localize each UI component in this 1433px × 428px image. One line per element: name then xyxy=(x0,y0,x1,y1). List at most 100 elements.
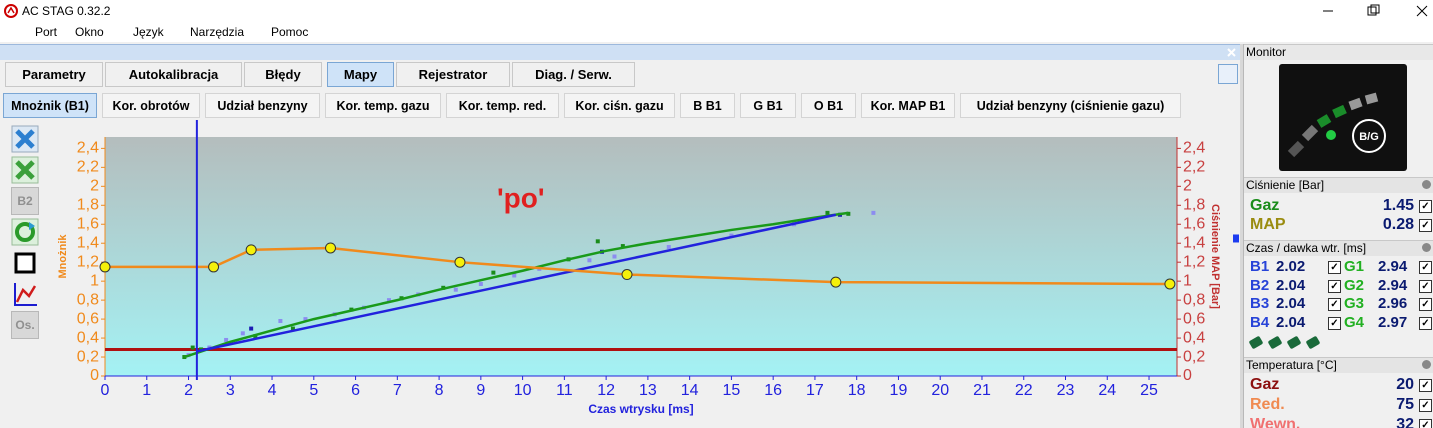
section-toggle[interactable] xyxy=(1422,360,1431,369)
section-header: Temperatura [°C] xyxy=(1244,357,1433,373)
y-tick-label: 1,2 xyxy=(77,253,99,270)
data-point xyxy=(453,287,458,292)
subtab[interactable]: Udział benzyny xyxy=(205,93,320,118)
checkbox[interactable]: ✓ xyxy=(1328,279,1341,293)
frame-button[interactable] xyxy=(11,249,39,277)
subtab[interactable]: Kor. temp. red. xyxy=(446,93,559,118)
data-point xyxy=(478,282,483,287)
y2-tick-label: 1,2 xyxy=(1183,253,1205,270)
x-tick-label: 2 xyxy=(184,382,193,399)
subtab[interactable]: Kor. temp. gazu xyxy=(325,93,441,118)
refresh-button[interactable] xyxy=(11,218,39,246)
x-tick-label: 25 xyxy=(1140,382,1158,399)
app-icon xyxy=(4,4,18,18)
title-bar: AC STAG 0.32.2 xyxy=(0,0,1433,22)
y2-tick-label: 0,2 xyxy=(1183,348,1205,365)
line-marker xyxy=(1164,278,1176,290)
pressure-indicator xyxy=(1233,234,1239,243)
y2-tick-label: 2 xyxy=(1183,178,1192,195)
y2-tick-label: 0,4 xyxy=(1183,329,1205,346)
pressure-label: MAP xyxy=(1250,216,1286,233)
injector-icon xyxy=(1305,335,1321,350)
data-point xyxy=(825,210,830,215)
x-tick-label: 23 xyxy=(1057,382,1075,399)
tab[interactable]: Parametry xyxy=(5,62,103,87)
data-point xyxy=(871,210,876,215)
close-button[interactable] xyxy=(1226,47,1237,58)
menu-item[interactable]: Narzędzia xyxy=(190,25,245,39)
monitor-title: Monitor xyxy=(1244,44,1433,60)
subtab[interactable]: B B1 xyxy=(680,93,735,118)
checkbox[interactable]: ✓ xyxy=(1419,419,1432,428)
injection-row: B2 2.04 ✓ G2 2.94 ✓ xyxy=(1248,277,1432,296)
x-tick-label: 1 xyxy=(142,382,151,399)
temperature-label: Wewn. xyxy=(1250,416,1301,428)
x-tick-label: 24 xyxy=(1098,382,1116,399)
checkbox[interactable]: ✓ xyxy=(1328,261,1341,274)
checkbox[interactable]: ✓ xyxy=(1419,219,1432,232)
subtab[interactable]: Mnożnik (B1) xyxy=(3,93,97,118)
line xyxy=(183,211,849,359)
curve-button[interactable] xyxy=(11,280,39,308)
checkbox[interactable]: ✓ xyxy=(1328,298,1341,311)
bank-button[interactable]: B2 xyxy=(11,187,39,215)
menu-item[interactable]: Pomoc xyxy=(271,25,309,39)
pressure-row: MAP 0.28 ✓ xyxy=(1248,216,1432,235)
y2-tick-label: 2,2 xyxy=(1183,159,1205,176)
x-tick-label: 11 xyxy=(556,382,573,399)
x-tick-label: 9 xyxy=(476,382,485,399)
checkbox[interactable]: ✓ xyxy=(1419,279,1432,293)
checkbox[interactable]: ✓ xyxy=(1328,316,1341,330)
tab[interactable]: Autokalibracja xyxy=(105,62,242,87)
checkbox[interactable]: ✓ xyxy=(1419,261,1432,274)
line-marker xyxy=(99,261,111,273)
gauge-label: B/G xyxy=(1359,131,1379,143)
line-marker xyxy=(325,242,337,254)
delete-all-button[interactable] xyxy=(11,125,39,153)
bank-label: B2 xyxy=(1250,276,1270,294)
delete-button[interactable] xyxy=(11,156,39,184)
x-tick-label: 13 xyxy=(639,382,657,399)
temperature-value: 32 xyxy=(1396,416,1414,428)
axis-button[interactable]: Os. xyxy=(11,311,39,339)
settings-icon[interactable] xyxy=(1218,64,1238,84)
tab[interactable]: Rejestrator xyxy=(396,62,510,87)
data-point xyxy=(303,317,308,322)
tab[interactable]: Diag. / Serw. xyxy=(512,62,635,87)
menu-item[interactable]: Język xyxy=(133,25,164,39)
bank-label: B1 xyxy=(1250,258,1270,275)
checkbox[interactable]: ✓ xyxy=(1419,316,1432,330)
checkbox[interactable]: ✓ xyxy=(1419,298,1432,311)
menu-item[interactable]: Port xyxy=(35,25,58,39)
subtab[interactable]: Kor. obrotów xyxy=(102,93,200,118)
window-title: AC STAG 0.32.2 xyxy=(22,4,111,18)
y2-axis-label: Ciśnienie MAP [Bar] xyxy=(1209,204,1221,309)
tab[interactable]: Mapy xyxy=(327,62,394,87)
gas-label: G1 xyxy=(1344,258,1365,275)
menu-item[interactable]: Okno xyxy=(75,25,104,39)
gas-value: 2.94 xyxy=(1378,258,1408,275)
checkbox[interactable]: ✓ xyxy=(1419,379,1432,392)
checkbox[interactable]: ✓ xyxy=(1419,399,1432,412)
section-toggle[interactable] xyxy=(1422,180,1431,189)
monitor-panel: Monitor B/G Ciśnienie [Bar] Gaz 1.45 ✓ MAP 0.… xyxy=(1243,44,1433,428)
subtab[interactable]: G B1 xyxy=(740,93,796,118)
temperature-label: Gaz xyxy=(1250,376,1280,393)
data-point xyxy=(612,254,617,259)
tab[interactable]: Błędy xyxy=(244,62,322,87)
window-controls[interactable] xyxy=(1310,0,1433,22)
subtab[interactable]: O B1 xyxy=(801,93,856,118)
subtab[interactable]: Kor. MAP B1 xyxy=(861,93,955,118)
checkbox[interactable]: ✓ xyxy=(1419,200,1432,213)
y-tick-label: 0,8 xyxy=(77,291,99,308)
bank-label: B4 xyxy=(1250,313,1270,331)
data-point xyxy=(729,233,734,238)
subtab[interactable]: Udział benzyny (ciśnienie gazu) xyxy=(960,93,1181,118)
subtab[interactable]: Kor. ciśn. gazu xyxy=(564,93,675,118)
data-point xyxy=(666,245,671,250)
section-toggle[interactable] xyxy=(1422,243,1431,252)
x-tick-label: 22 xyxy=(1015,382,1033,399)
y-tick-label: 2,4 xyxy=(77,140,99,157)
x-tick-label: 5 xyxy=(309,382,318,399)
